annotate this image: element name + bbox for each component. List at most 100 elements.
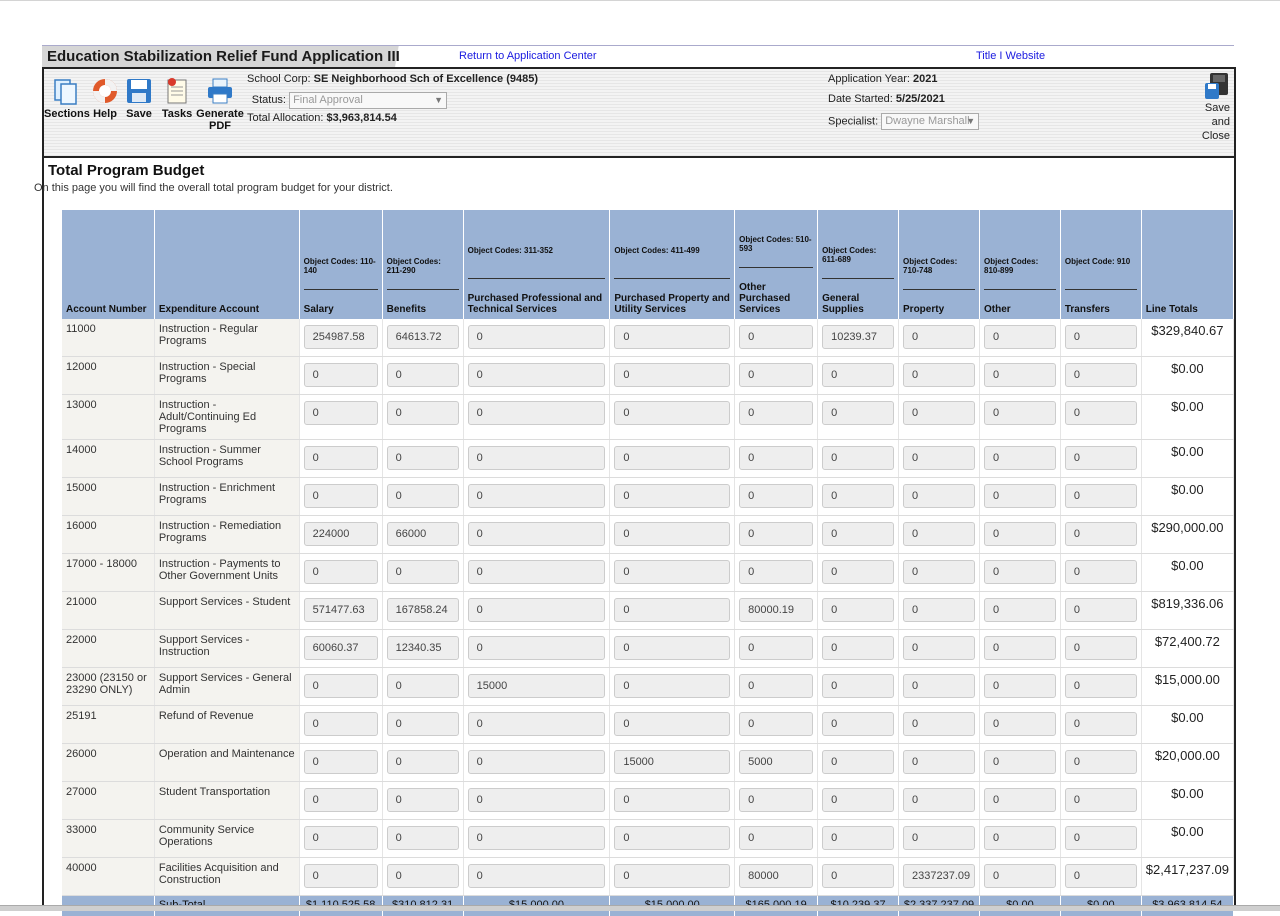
amount-input[interactable]: 64613.72 xyxy=(387,325,459,349)
amount-input[interactable]: 60060.37 xyxy=(304,636,378,660)
amount-input[interactable]: 0 xyxy=(614,636,730,660)
amount-input[interactable]: 10239.37 xyxy=(822,325,894,349)
amount-input[interactable]: 0 xyxy=(984,826,1056,850)
amount-input[interactable]: 0 xyxy=(304,712,378,736)
amount-input[interactable]: 0 xyxy=(614,674,730,698)
amount-input[interactable]: 0 xyxy=(984,750,1056,774)
amount-input[interactable]: 0 xyxy=(387,674,459,698)
amount-input[interactable]: 0 xyxy=(614,522,730,546)
save-button[interactable]: Save xyxy=(124,77,154,120)
amount-input[interactable]: 0 xyxy=(903,560,975,584)
amount-input[interactable]: 0 xyxy=(739,401,813,425)
amount-input[interactable]: 0 xyxy=(1065,826,1137,850)
amount-input[interactable]: 0 xyxy=(739,712,813,736)
amount-input[interactable]: 0 xyxy=(468,788,606,812)
amount-input[interactable]: 254987.58 xyxy=(304,325,378,349)
amount-input[interactable]: 0 xyxy=(387,484,459,508)
amount-input[interactable]: 0 xyxy=(1065,522,1137,546)
amount-input[interactable]: 0 xyxy=(1065,598,1137,622)
amount-input[interactable]: 0 xyxy=(468,446,606,470)
amount-input[interactable]: 0 xyxy=(468,401,606,425)
amount-input[interactable]: 0 xyxy=(822,788,894,812)
amount-input[interactable]: 0 xyxy=(903,325,975,349)
amount-input[interactable]: 0 xyxy=(822,484,894,508)
amount-input[interactable]: 0 xyxy=(822,864,894,888)
amount-input[interactable]: 0 xyxy=(739,788,813,812)
amount-input[interactable]: 0 xyxy=(468,636,606,660)
amount-input[interactable]: 0 xyxy=(903,636,975,660)
amount-input[interactable]: 0 xyxy=(304,826,378,850)
amount-input[interactable]: 0 xyxy=(614,788,730,812)
return-to-application-center-link[interactable]: Return to Application Center xyxy=(459,50,597,62)
amount-input[interactable]: 0 xyxy=(903,750,975,774)
amount-input[interactable]: 0 xyxy=(984,560,1056,584)
amount-input[interactable]: 0 xyxy=(468,522,606,546)
amount-input[interactable]: 0 xyxy=(614,484,730,508)
amount-input[interactable]: 0 xyxy=(1065,712,1137,736)
amount-input[interactable]: 0 xyxy=(822,826,894,850)
amount-input[interactable]: 0 xyxy=(468,484,606,508)
amount-input[interactable]: 0 xyxy=(614,826,730,850)
amount-input[interactable]: 0 xyxy=(614,401,730,425)
amount-input[interactable]: 0 xyxy=(822,522,894,546)
amount-input[interactable]: 80000 xyxy=(739,864,813,888)
amount-input[interactable]: 0 xyxy=(468,363,606,387)
amount-input[interactable]: 0 xyxy=(822,560,894,584)
amount-input[interactable]: 0 xyxy=(903,788,975,812)
amount-input[interactable]: 0 xyxy=(1065,674,1137,698)
amount-input[interactable]: 0 xyxy=(903,598,975,622)
amount-input[interactable]: 0 xyxy=(468,560,606,584)
amount-input[interactable]: 0 xyxy=(984,484,1056,508)
amount-input[interactable]: 0 xyxy=(304,788,378,812)
tasks-button[interactable]: Tasks xyxy=(159,77,195,120)
amount-input[interactable]: 2337237.09 xyxy=(903,864,975,888)
amount-input[interactable]: 0 xyxy=(387,560,459,584)
amount-input[interactable]: 0 xyxy=(903,674,975,698)
amount-input[interactable]: 15000 xyxy=(468,674,606,698)
sections-button[interactable]: Sections xyxy=(44,77,88,120)
amount-input[interactable]: 12340.35 xyxy=(387,636,459,660)
amount-input[interactable]: 0 xyxy=(1065,446,1137,470)
amount-input[interactable]: 0 xyxy=(984,712,1056,736)
amount-input[interactable]: 0 xyxy=(468,826,606,850)
amount-input[interactable]: 0 xyxy=(903,363,975,387)
amount-input[interactable]: 0 xyxy=(984,446,1056,470)
amount-input[interactable]: 0 xyxy=(984,401,1056,425)
title-i-website-link[interactable]: Title I Website xyxy=(976,50,1045,62)
amount-input[interactable]: 0 xyxy=(304,363,378,387)
amount-input[interactable]: 0 xyxy=(468,750,606,774)
amount-input[interactable]: 66000 xyxy=(387,522,459,546)
amount-input[interactable]: 0 xyxy=(903,826,975,850)
amount-input[interactable]: 0 xyxy=(984,864,1056,888)
amount-input[interactable]: 0 xyxy=(739,484,813,508)
amount-input[interactable]: 0 xyxy=(822,674,894,698)
amount-input[interactable]: 0 xyxy=(1065,750,1137,774)
amount-input[interactable]: 224000 xyxy=(304,522,378,546)
amount-input[interactable]: 15000 xyxy=(614,750,730,774)
specialist-select[interactable]: Dwayne Marshall▼ xyxy=(881,113,979,130)
amount-input[interactable]: 0 xyxy=(387,712,459,736)
amount-input[interactable]: 0 xyxy=(984,522,1056,546)
amount-input[interactable]: 0 xyxy=(304,864,378,888)
amount-input[interactable]: 0 xyxy=(984,788,1056,812)
amount-input[interactable]: 0 xyxy=(468,712,606,736)
amount-input[interactable]: 0 xyxy=(387,826,459,850)
amount-input[interactable]: 0 xyxy=(739,446,813,470)
amount-input[interactable]: 0 xyxy=(739,674,813,698)
amount-input[interactable]: 0 xyxy=(468,325,606,349)
amount-input[interactable]: 0 xyxy=(614,446,730,470)
amount-input[interactable]: 0 xyxy=(304,750,378,774)
amount-input[interactable]: 0 xyxy=(304,560,378,584)
amount-input[interactable]: 0 xyxy=(1065,484,1137,508)
amount-input[interactable]: 0 xyxy=(984,598,1056,622)
amount-input[interactable]: 0 xyxy=(739,522,813,546)
amount-input[interactable]: 0 xyxy=(387,750,459,774)
amount-input[interactable]: 0 xyxy=(614,864,730,888)
amount-input[interactable]: 0 xyxy=(1065,560,1137,584)
amount-input[interactable]: 0 xyxy=(822,363,894,387)
amount-input[interactable]: 0 xyxy=(1065,864,1137,888)
amount-input[interactable]: 0 xyxy=(1065,325,1137,349)
amount-input[interactable]: 0 xyxy=(903,522,975,546)
amount-input[interactable]: 0 xyxy=(739,560,813,584)
amount-input[interactable]: 0 xyxy=(984,363,1056,387)
